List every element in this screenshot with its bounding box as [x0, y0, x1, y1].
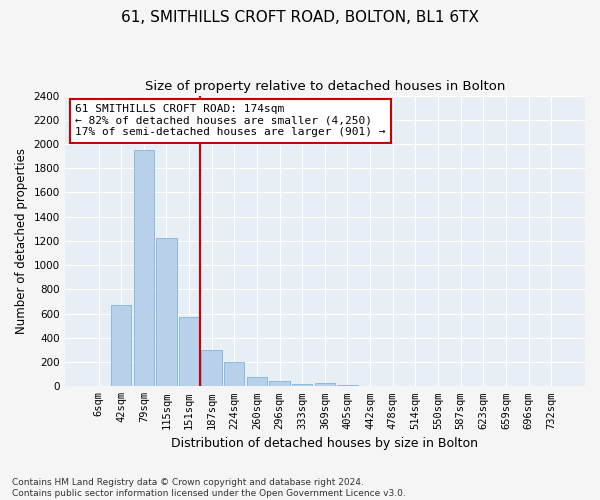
Bar: [111, 304, 131, 386]
Bar: [179, 316, 199, 386]
Y-axis label: Number of detached properties: Number of detached properties: [15, 148, 28, 334]
Text: 61 SMITHILLS CROFT ROAD: 174sqm
← 82% of detached houses are smaller (4,250)
17%: 61 SMITHILLS CROFT ROAD: 174sqm ← 82% of…: [75, 104, 386, 138]
Bar: [134, 150, 154, 386]
X-axis label: Distribution of detached houses by size in Bolton: Distribution of detached houses by size …: [172, 437, 478, 450]
Bar: [269, 381, 290, 386]
Text: Contains HM Land Registry data © Crown copyright and database right 2024.
Contai: Contains HM Land Registry data © Crown c…: [12, 478, 406, 498]
Bar: [337, 385, 358, 386]
Bar: [202, 350, 222, 387]
Bar: [224, 362, 244, 386]
Title: Size of property relative to detached houses in Bolton: Size of property relative to detached ho…: [145, 80, 505, 93]
Bar: [314, 384, 335, 386]
Bar: [292, 384, 313, 386]
Text: 61, SMITHILLS CROFT ROAD, BOLTON, BL1 6TX: 61, SMITHILLS CROFT ROAD, BOLTON, BL1 6T…: [121, 10, 479, 25]
Bar: [156, 238, 176, 386]
Bar: [247, 377, 267, 386]
